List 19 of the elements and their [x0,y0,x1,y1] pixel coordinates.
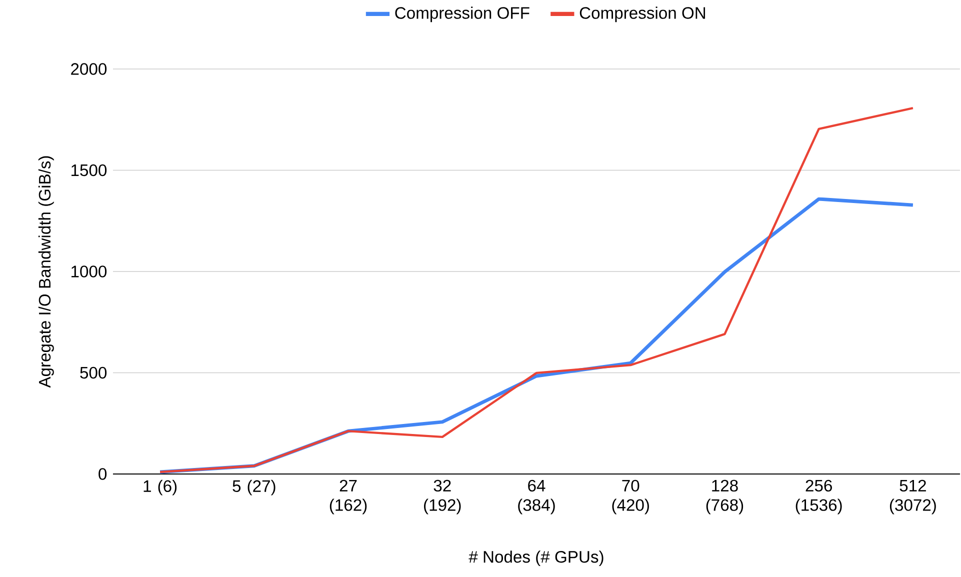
y-tick-label: 0 [98,468,107,480]
y-tick-label: 2000 [71,63,107,75]
x-tick-label: 128 (768) [706,480,744,514]
legend-label: Compression OFF [395,6,530,22]
y-tick-label: 1000 [72,266,107,278]
y-tick-label: 1500 [72,164,107,176]
x-tick-label: 70 (420) [612,480,649,514]
x-tick-label: 64 (384) [518,480,555,514]
x-tick-label: 27 (162) [330,480,367,514]
x-axis-title: # Nodes (# GPUs) [468,550,604,566]
x-tick-label: 512 (3072) [890,480,936,514]
x-tick-label: 32 (192) [424,480,461,514]
y-tick-label: 500 [80,366,107,379]
x-tick-label: 256 (1536) [796,480,842,514]
x-tick-label: 1 (6) [144,480,177,496]
legend-label: Compression ON [580,6,706,22]
y-axis-title: Agregate I/O Bandwidth (GiB/s) [38,156,54,388]
x-tick-label: 5 (27) [232,480,276,496]
line-series [158,106,914,474]
